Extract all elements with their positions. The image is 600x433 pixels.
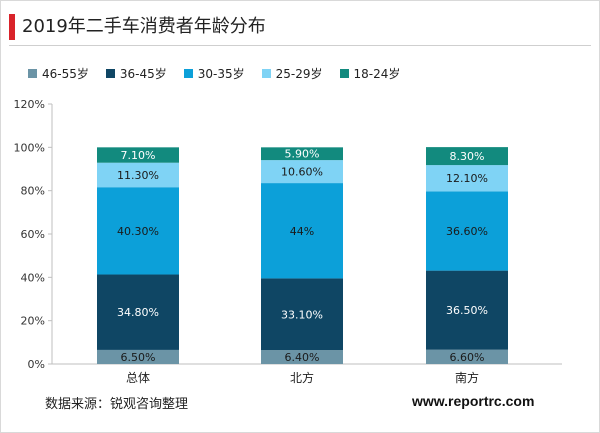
legend-item-3: 25-29岁	[261, 65, 323, 82]
y-tick-label: 20%	[21, 315, 45, 328]
legend-label: 25-29岁	[275, 67, 323, 81]
legend-swatch	[183, 69, 193, 78]
legend-item-1: 36-45岁	[105, 65, 167, 82]
y-tick-label: 60%	[21, 228, 45, 241]
data-label: 6.40%	[285, 351, 320, 364]
chart-legend: 46-55岁 36-45岁 30-35岁 25-29岁 18-24岁	[28, 65, 417, 82]
bar-segment	[261, 350, 343, 364]
bar-segment	[426, 147, 508, 166]
y-tick-label: 120%	[14, 98, 45, 111]
data-label: 44%	[290, 225, 314, 238]
data-label: 12.10%	[446, 172, 488, 185]
data-source-note: 数据来源：锐观咨询整理	[45, 397, 189, 412]
bar-segment	[97, 274, 179, 350]
y-tick-label: 0%	[28, 358, 45, 371]
bar-segment	[426, 349, 508, 364]
data-label: 6.50%	[121, 351, 156, 364]
legend-swatch	[105, 69, 115, 78]
legend-item-4: 18-24岁	[339, 65, 401, 82]
x-category-label: 南方	[455, 370, 479, 385]
data-label: 10.60%	[281, 166, 323, 179]
data-label: 6.60%	[450, 351, 485, 364]
legend-item-2: 30-35岁	[183, 65, 245, 82]
bar-segment	[426, 165, 508, 192]
legend-label: 18-24岁	[353, 67, 401, 81]
bar-segment	[261, 147, 343, 161]
data-label: 36.50%	[446, 304, 488, 317]
legend-swatch	[28, 69, 37, 78]
legend-label: 46-55岁	[42, 67, 89, 81]
bar-segment	[97, 187, 179, 275]
bar-segment	[261, 278, 343, 351]
y-tick-label: 100%	[14, 141, 45, 154]
data-label: 40.30%	[117, 225, 159, 238]
bar-segment	[426, 191, 508, 271]
title-divider	[9, 45, 591, 46]
data-label: 34.80%	[117, 306, 159, 319]
x-category-label: 总体	[126, 371, 150, 385]
legend-label: 30-35岁	[197, 67, 245, 81]
data-label: 36.60%	[446, 225, 488, 238]
y-tick-label: 80%	[21, 185, 45, 198]
data-label: 33.10%	[281, 308, 323, 321]
x-category-label: 北方	[290, 370, 314, 385]
data-label: 11.30%	[117, 169, 159, 182]
bar-segment	[261, 183, 343, 279]
bar-segment	[97, 147, 179, 163]
website-url: www.reportrc.com	[412, 393, 535, 409]
legend-swatch	[261, 69, 271, 78]
legend-label: 36-45岁	[119, 67, 167, 81]
bar-segment	[426, 270, 508, 350]
legend-swatch	[339, 69, 349, 78]
bar-segment	[97, 162, 179, 188]
data-label: 7.10%	[121, 149, 156, 162]
legend-item-0: 46-55岁	[28, 65, 89, 82]
y-tick-label: 40%	[21, 271, 45, 284]
title-accent-bar	[9, 14, 15, 40]
bar-segment	[97, 349, 179, 364]
bar-segment	[261, 160, 343, 184]
data-label: 5.90%	[285, 148, 320, 161]
chart-title: 2019年二手车消费者年龄分布	[22, 16, 266, 37]
data-label: 8.30%	[450, 150, 485, 163]
